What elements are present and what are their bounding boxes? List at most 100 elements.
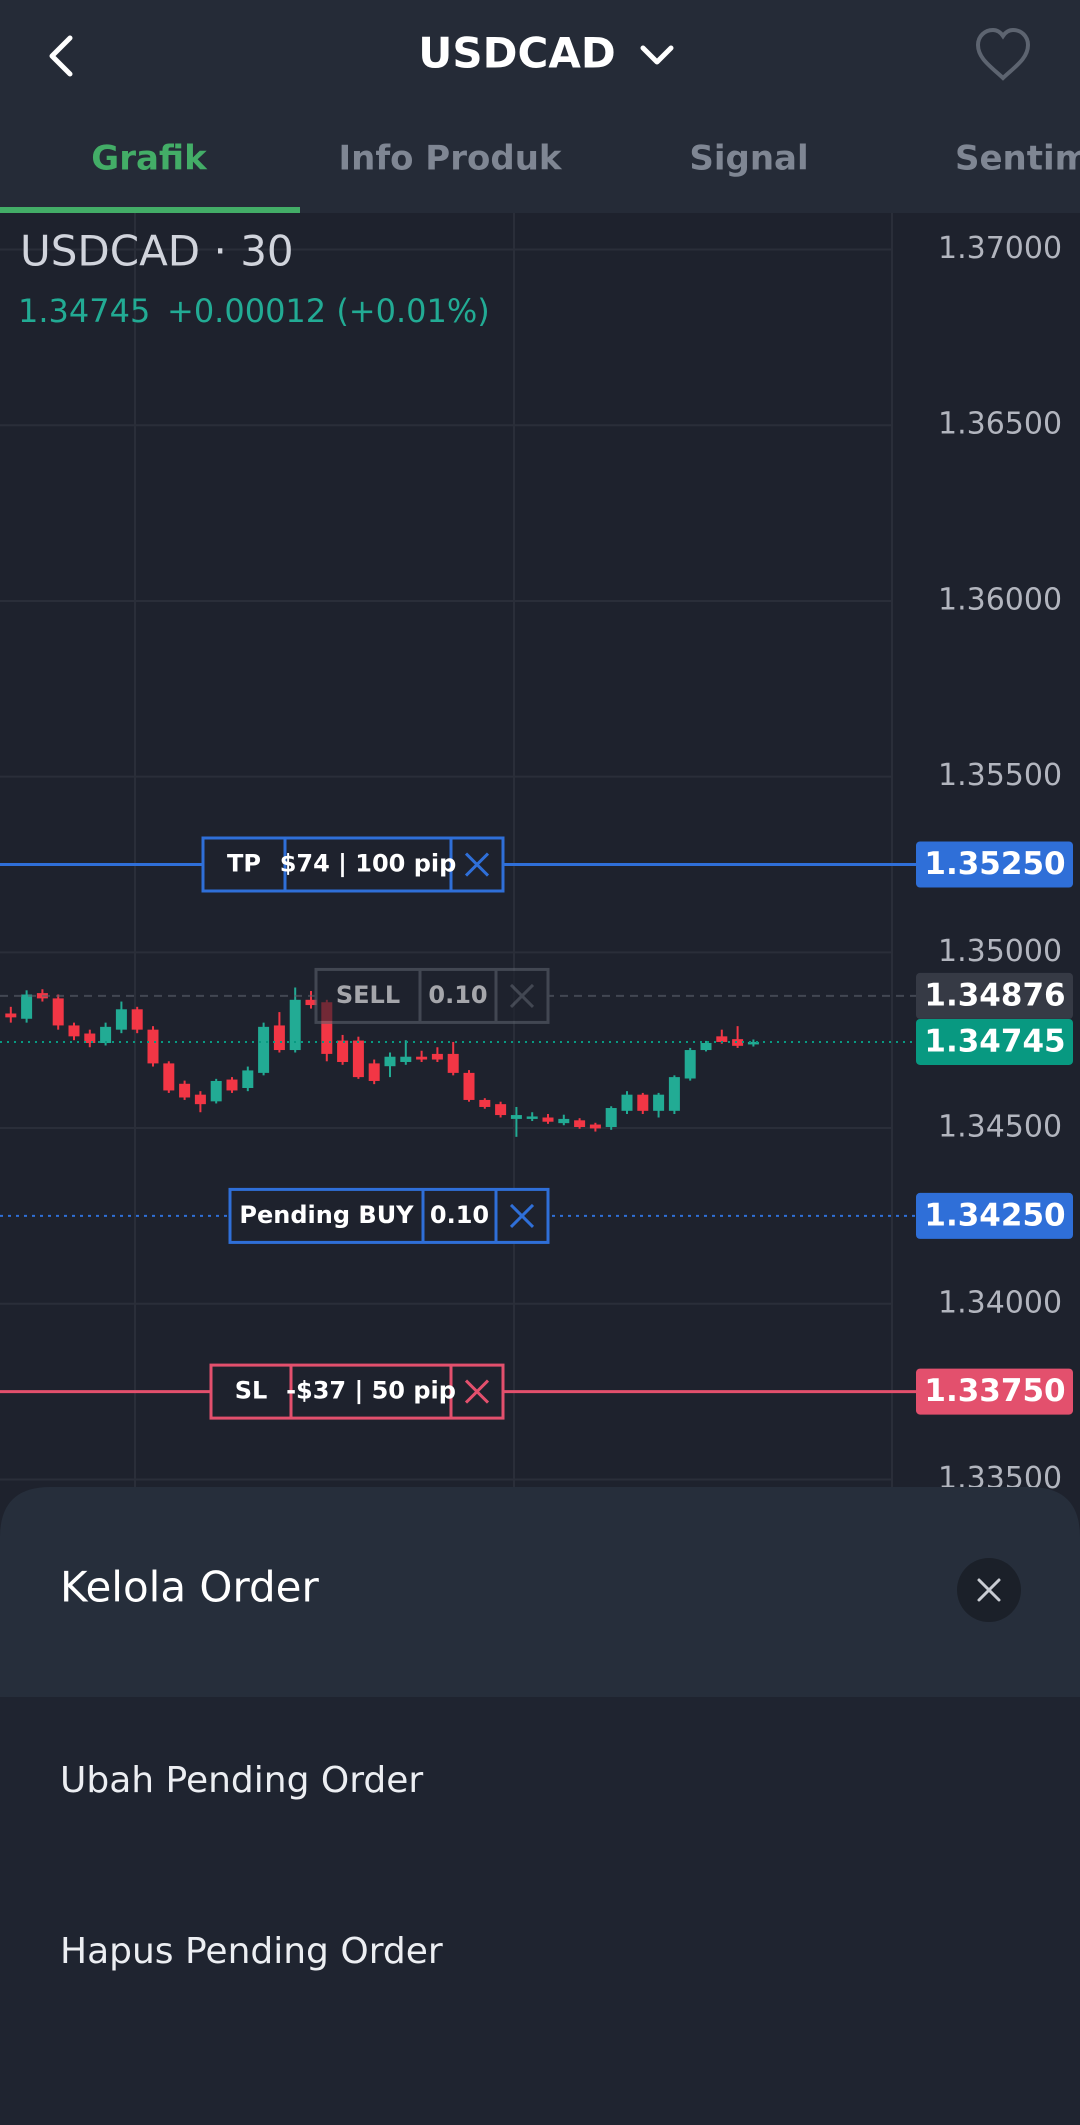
candle-body (558, 1118, 570, 1124)
candle-body (510, 1115, 522, 1119)
quote-change: +0.00012 (+0.01%) (167, 292, 490, 330)
candle-body (179, 1083, 191, 1098)
price-badge (916, 1018, 1073, 1065)
candle-body (337, 1040, 349, 1062)
price-badge-label: 1.34876 (924, 977, 1065, 1013)
sheet-header (0, 1487, 1080, 1697)
order-line-group: Pending BUY 0.10 (0, 1187, 916, 1244)
tab[interactable]: Sentimen (955, 139, 1080, 179)
candle-body (273, 1025, 285, 1051)
candle-body (684, 1050, 696, 1079)
order-line-group: SL -$37 | 50 pip (0, 1363, 916, 1420)
candle-body (700, 1043, 712, 1051)
order-info: -$37 | 50 pip (286, 1377, 456, 1405)
app-header (0, 0, 1080, 213)
y-tick-label: 1.37000 (938, 231, 1062, 266)
price-badge (916, 1192, 1073, 1239)
order-line-group: SELL 0.10 (0, 967, 916, 1024)
candle-body (416, 1056, 428, 1060)
close-icon (977, 1578, 1001, 1602)
y-tick-label: 1.34500 (938, 1110, 1062, 1145)
candle-body (495, 1104, 507, 1116)
quote-price: 1.34745 (18, 292, 150, 330)
candle-body (115, 1009, 127, 1030)
candle-body (21, 994, 33, 1019)
menu-item[interactable]: Ubah Pending Order (60, 1760, 423, 1801)
order-info: 0.10 (428, 981, 487, 1009)
candle-body (431, 1053, 443, 1060)
y-tick-label: 1.35000 (938, 934, 1062, 969)
y-tick-label: 1.36000 (938, 582, 1062, 617)
candle-body (668, 1077, 680, 1111)
tab[interactable]: Grafik (91, 139, 208, 179)
candle-body (52, 998, 64, 1026)
candle-body (84, 1033, 96, 1044)
candle-body (574, 1120, 586, 1128)
candle-body (100, 1026, 112, 1044)
order-info: $74 | 100 pip (280, 850, 457, 878)
candle-body (163, 1063, 175, 1091)
candle-body (194, 1094, 206, 1105)
candle-body (716, 1036, 728, 1042)
order-side: TP (227, 850, 261, 878)
candle-body (589, 1124, 601, 1129)
candle-body (526, 1116, 538, 1119)
order-line-group: TP $74 | 100 pip (0, 836, 916, 893)
tab[interactable]: Signal (689, 139, 808, 179)
symbol-title[interactable]: USDCAD (418, 29, 615, 78)
candle-body (732, 1039, 744, 1046)
price-badge-label: 1.33750 (924, 1373, 1065, 1409)
candle-body (352, 1040, 364, 1078)
candle-body (242, 1070, 254, 1088)
active-tab-indicator (0, 207, 300, 213)
candle-body (621, 1094, 633, 1111)
candle-body (400, 1056, 412, 1062)
candle-body (479, 1099, 491, 1107)
candle-body (384, 1056, 396, 1067)
sheet-title: Kelola Order (60, 1563, 320, 1612)
candle-body (147, 1029, 159, 1064)
order-side: SL (235, 1377, 268, 1405)
order-label-box (201, 836, 505, 893)
y-tick-label: 1.35500 (938, 758, 1062, 793)
order-side: SELL (336, 981, 400, 1009)
y-tick-label: 1.36500 (938, 407, 1062, 442)
candle-body (258, 1026, 270, 1073)
order-info: 0.10 (430, 1201, 489, 1229)
order-label-box (314, 967, 550, 1024)
price-badge-label: 1.34250 (924, 1197, 1065, 1233)
candle-body (447, 1053, 459, 1073)
price-badge-label: 1.35250 (924, 846, 1065, 882)
price-badge (916, 841, 1073, 888)
candle-body (5, 1013, 17, 1018)
order-cancel[interactable] (464, 852, 490, 877)
order-cancel[interactable] (509, 1203, 535, 1228)
price-badge (916, 972, 1073, 1019)
chart: 1.37000 1.36500 1.36000 1.35500 1.35000 1.345… (0, 213, 1073, 1496)
candle-body (653, 1094, 665, 1111)
candle-body (747, 1041, 759, 1045)
candle-body (321, 1002, 333, 1054)
tab[interactable]: Info Produk (338, 139, 562, 179)
candle-body (368, 1063, 380, 1081)
back-button[interactable] (49, 35, 73, 77)
candle-body (463, 1072, 475, 1100)
symbol-dropdown[interactable] (640, 45, 674, 65)
order-cancel[interactable] (509, 983, 535, 1008)
candle-body (289, 999, 301, 1051)
candle-body (637, 1094, 649, 1111)
chart-title: USDCAD · 30 (20, 227, 294, 276)
order-cancel[interactable] (464, 1379, 490, 1404)
candle-body (226, 1079, 238, 1091)
candle-body (605, 1108, 617, 1128)
y-tick-label: 1.34000 (938, 1285, 1062, 1320)
favorite-button[interactable] (975, 27, 1031, 81)
candle-body (68, 1025, 80, 1037)
menu-item[interactable]: Hapus Pending Order (60, 1931, 443, 1972)
candle-body (131, 1009, 143, 1030)
price-badge (916, 1368, 1073, 1415)
candle-body (542, 1117, 554, 1122)
sheet-body (0, 1697, 1080, 2125)
